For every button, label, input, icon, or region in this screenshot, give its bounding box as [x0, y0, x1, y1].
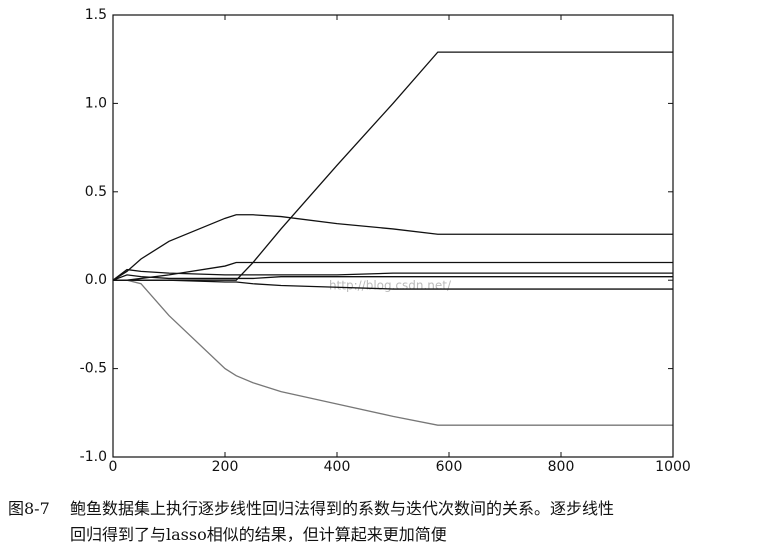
x-tick-label: 400 [324, 459, 351, 475]
y-tick-label: -1.0 [80, 449, 107, 465]
caption-text: 鲍鱼数据集上执行逐步线性回归法得到的系数与迭代次数间的关系。逐步线性 回归得到了与… [70, 496, 750, 548]
x-tick-label: 0 [109, 459, 118, 475]
caption-label: 图8-7 [8, 499, 50, 518]
x-tick-label: 800 [548, 459, 575, 475]
x-tick-label: 200 [212, 459, 239, 475]
caption-line: 鲍鱼数据集上执行逐步线性回归法得到的系数与迭代次数间的关系。逐步线性 [70, 499, 615, 518]
chart: http://blog.csdn.net/ -1.0 -0.5 0.0 0.5 1.0 1… [80, 7, 691, 475]
watermark: http://blog.csdn.net/ [329, 279, 452, 293]
y-tick-label: 0.0 [85, 272, 107, 288]
y-tick-label: 1.5 [85, 7, 107, 23]
caption: 图8-7 鲍鱼数据集上执行逐步线性回归法得到的系数与迭代次数间的关系。逐步线性 回归… [8, 496, 763, 548]
series-line [112, 274, 673, 281]
x-tick-label: 600 [436, 459, 463, 475]
caption-line: 回归得到了与lasso相似的结果，但计算起来更加简便 [70, 525, 447, 544]
series-line [113, 279, 673, 290]
x-tick-label: 1000 [655, 459, 691, 475]
series-line [113, 261, 673, 281]
y-tick-label: -0.5 [80, 361, 107, 377]
plot-frame [112, 14, 674, 458]
y-tick-label: 1.0 [85, 95, 107, 111]
series-line [112, 268, 673, 281]
series-line [112, 214, 673, 281]
series-line [113, 279, 673, 426]
y-tick-label: 0.5 [85, 184, 107, 200]
series-line [113, 51, 673, 281]
